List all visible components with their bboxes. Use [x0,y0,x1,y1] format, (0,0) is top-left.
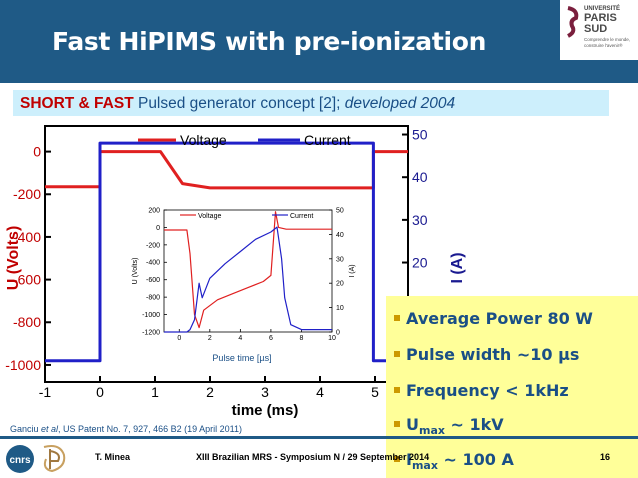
inset-y-right-tick-label: 0 [336,329,340,336]
logo-line2a: PARIS [584,12,617,24]
inset-y-left-axis-label: U (Volts) [132,258,139,285]
main-x-tick-label: 2 [206,384,214,400]
inset-y-right-axis-label: I (A) [349,264,356,277]
lpgp-logo-icon [43,445,66,473]
info-item-main: U [406,415,419,434]
info-item: Frequency < 1kHz [394,381,569,400]
info-item-sub: max [411,459,438,473]
logo-line2b: SUD [584,23,608,35]
main-y-right-tick-label: 40 [412,169,428,185]
inset-x-tick-label: 4 [238,335,242,342]
info-item: Pulse width ~10 µs [394,345,579,364]
inset-y-left-tick-label: -1200 [142,329,160,336]
inset-y-left-tick-label: 200 [148,207,160,214]
subtitle-bold: SHORT & FAST [20,95,134,112]
inset-y-left-tick-label: -1000 [142,312,160,319]
inset-y-right-tick-label: 30 [336,256,344,263]
inset-x-tick-label: 0 [177,335,181,342]
citation-author: Ganciu [10,424,42,434]
main-x-tick-label: -1 [39,384,52,400]
main-y-left-tick-label: -200 [13,186,41,202]
main-series-current-line [45,141,408,363]
inset-y-right-tick-label: 10 [336,305,344,312]
inset-x-tick-label: 6 [269,335,273,342]
inset-y-left-tick-label: -600 [146,277,160,284]
main-legend-voltage-label: Voltage [180,132,227,148]
slide-subtitle: SHORT & FAST Pulsed generator concept [2… [20,95,455,113]
bullet-icon [394,420,400,427]
inset-y-left-tick-label: -400 [146,260,160,267]
inset-y-left-tick-label: -800 [146,295,160,302]
main-y-left-tick-label: -1000 [5,357,41,373]
footer-divider [0,436,638,439]
inset-x-tick-label: 2 [208,335,212,342]
bullet-icon [394,386,400,393]
inset-x-tick-label: 10 [328,335,336,342]
inset-x-tick-label: 8 [300,335,304,342]
citation-etal: et al [41,424,59,434]
main-y-right-axis-label: I (A) [449,252,466,283]
main-x-axis-label: time (ms) [232,402,299,418]
main-x-tick-label: 0 [96,384,104,400]
info-item-rest: ~ 1kV [444,415,504,434]
main-y-left-axis-label: U (Volts) [5,226,22,291]
inset-x-axis-label: Pulse time [µs] [212,353,271,363]
inset-y-right-tick-label: 20 [336,281,344,288]
logo-line1: UNIVERSITÉ [584,6,621,12]
logo-tagline: Comprendre le monde, construire l'avenir… [584,37,631,48]
inset-series-current-line [164,226,332,333]
info-item: Average Power 80 W [394,309,593,328]
slide-header [0,0,638,83]
inset-legend-voltage-label: Voltage [198,213,221,220]
university-logo: UNIVERSITÉ PARIS SUD Comprendre le monde… [560,0,638,60]
inset-plot-frame [163,209,333,333]
citation-rest: , US Patent No. 7, 927, 466 B2 (19 April… [58,424,242,434]
main-x-tick-label: 1 [151,384,159,400]
main-y-left-tick-label: -600 [13,272,41,288]
inset-series-voltage-line [164,211,332,329]
main-y-right-tick-label: 20 [412,254,428,270]
cnrs-logo-icon: cnrs [6,445,34,473]
svg-text:cnrs: cnrs [9,455,31,466]
main-y-left-tick-label: 0 [33,144,41,160]
inset-y-left-tick-label: -200 [146,242,160,249]
inset-y-right-tick-label: 50 [336,207,344,214]
subtitle-plain: Pulsed generator concept [2]; [133,95,345,112]
inset-y-right-tick-label: 40 [336,232,344,239]
info-item-text: Pulse width ~10 µs [406,345,580,364]
footer-logos: cnrs [6,445,66,473]
citation: Ganciu et al, US Patent No. 7, 927, 466 … [10,424,242,434]
footer-event: XIII Brazilian MRS - Symposium N / 29 Se… [196,452,430,462]
info-item: Imax ~ 100 A [394,450,514,472]
info-item-sub: max [419,424,445,438]
slide-title: Fast HiPIMS with pre-ionization [52,27,487,56]
university-logo-mark-icon [567,6,579,38]
bullet-icon [394,350,400,357]
page-number: 16 [600,452,611,462]
info-box [386,296,638,478]
pulse-waveform-figure: -10123450-200-400-600-800-10005040302010… [5,125,466,418]
main-y-left-tick-label: -400 [13,229,41,245]
info-item: Umax ~ 1kV [394,415,504,437]
main-x-tick-label: 4 [316,384,324,400]
main-x-tick-label: 5 [371,384,379,400]
info-item-rest: ~ 100 A [437,450,514,469]
bullet-icon [394,314,400,321]
inset-legend-current-label: Current [290,213,313,220]
main-y-right-tick-label: 30 [412,212,428,228]
main-legend-current-label: Current [304,132,351,148]
main-x-tick-label: 3 [261,384,269,400]
bullet-icon [394,455,400,462]
main-y-right-tick-label: 50 [412,126,428,142]
footer-author: T. Minea [95,452,131,462]
inset-y-left-tick-label: 0 [156,225,160,232]
main-y-left-tick-label: -800 [13,314,41,330]
subtitle-italic: developed 2004 [344,95,456,112]
info-item-text: Average Power 80 W [406,309,593,328]
info-item-main: I [406,450,412,469]
info-item-text: Frequency < 1kHz [406,381,569,400]
subtitle-bar [13,90,609,116]
